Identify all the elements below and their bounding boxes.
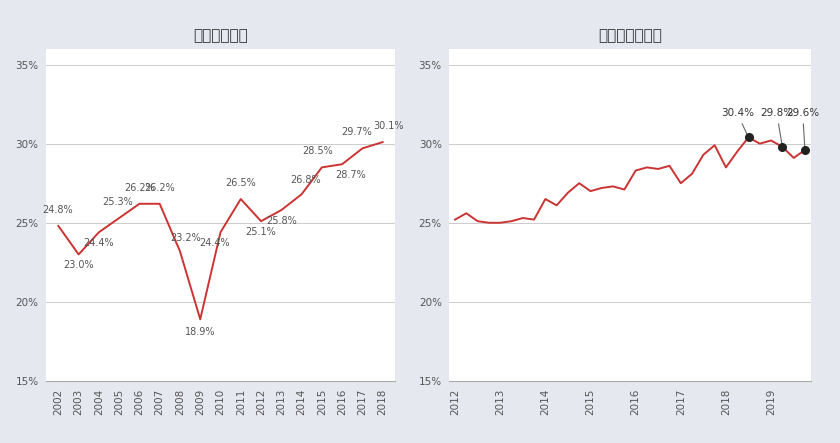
Text: 26.8%: 26.8% bbox=[291, 175, 321, 185]
Text: 29.7%: 29.7% bbox=[341, 127, 371, 137]
Text: 25.1%: 25.1% bbox=[245, 227, 276, 237]
Text: 30.4%: 30.4% bbox=[721, 109, 753, 135]
Text: 24.4%: 24.4% bbox=[199, 238, 229, 248]
Text: 18.9%: 18.9% bbox=[185, 326, 216, 337]
Text: 24.4%: 24.4% bbox=[84, 238, 114, 248]
Text: 25.8%: 25.8% bbox=[266, 216, 297, 226]
Text: 24.8%: 24.8% bbox=[42, 205, 72, 215]
Text: 28.7%: 28.7% bbox=[335, 170, 365, 180]
Title: 【四半期推移】: 【四半期推移】 bbox=[598, 28, 662, 43]
Title: 【年度推移】: 【年度推移】 bbox=[193, 28, 248, 43]
Text: 26.2%: 26.2% bbox=[124, 183, 155, 193]
Text: 30.1%: 30.1% bbox=[374, 121, 404, 131]
Text: 26.2%: 26.2% bbox=[144, 183, 175, 193]
Text: 23.2%: 23.2% bbox=[171, 233, 202, 243]
Text: 25.3%: 25.3% bbox=[102, 197, 133, 207]
Text: 29.8%: 29.8% bbox=[760, 109, 793, 144]
Text: 26.5%: 26.5% bbox=[225, 178, 256, 188]
Text: 29.6%: 29.6% bbox=[786, 109, 819, 147]
Text: 23.0%: 23.0% bbox=[63, 260, 94, 270]
Text: 28.5%: 28.5% bbox=[302, 146, 333, 156]
